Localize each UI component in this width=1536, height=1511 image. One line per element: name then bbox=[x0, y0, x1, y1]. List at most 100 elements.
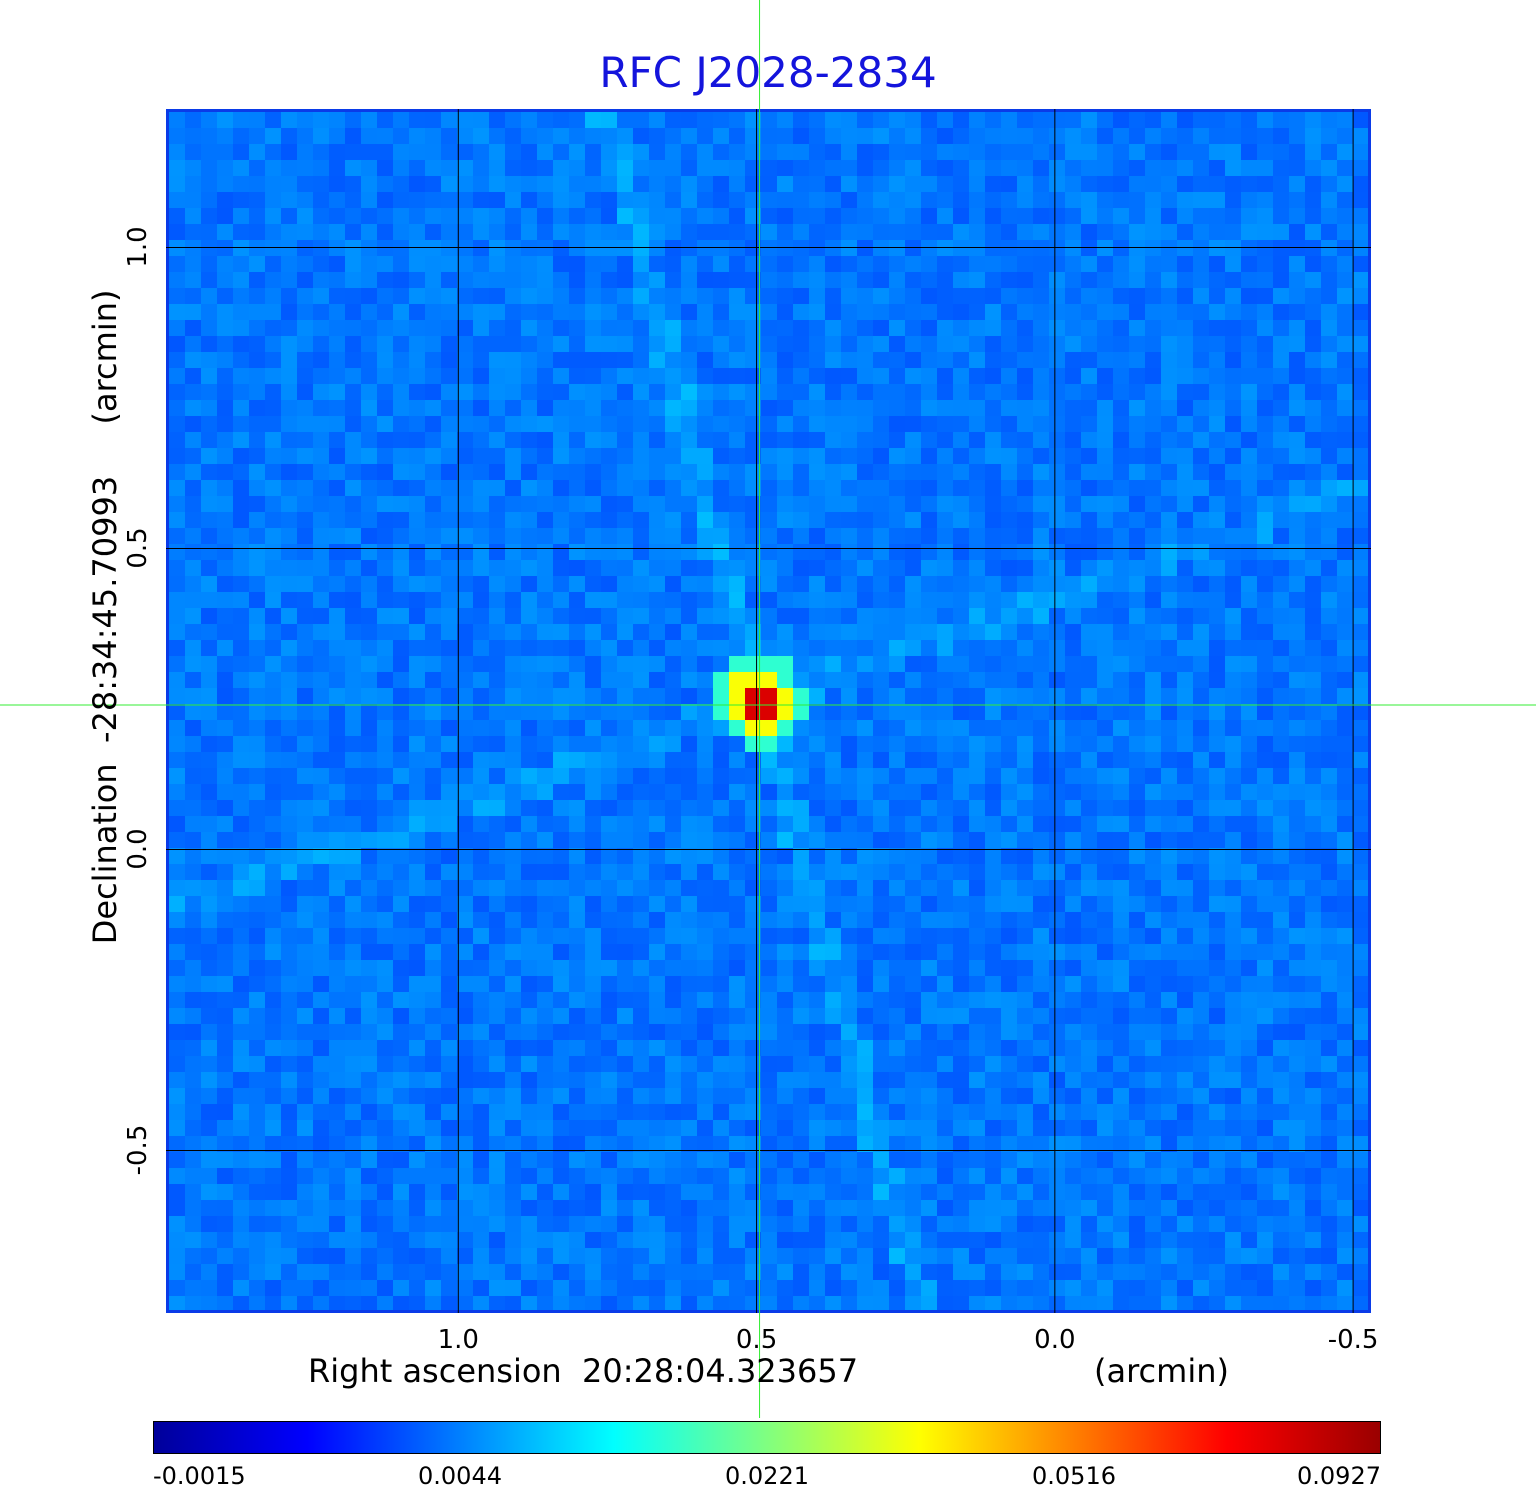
map-pixel bbox=[681, 256, 697, 272]
map-pixel bbox=[873, 256, 889, 272]
map-pixel bbox=[777, 448, 793, 464]
map-pixel bbox=[297, 944, 313, 960]
map-pixel bbox=[857, 800, 873, 816]
map-pixel bbox=[649, 736, 665, 752]
map-pixel bbox=[665, 240, 681, 256]
map-pixel bbox=[1305, 736, 1321, 752]
map-pixel bbox=[1273, 480, 1289, 496]
map-pixel bbox=[361, 528, 377, 544]
map-pixel bbox=[1353, 1056, 1368, 1072]
map-pixel bbox=[1001, 912, 1017, 928]
map-pixel bbox=[969, 944, 985, 960]
map-pixel bbox=[761, 496, 777, 512]
map-pixel bbox=[969, 1024, 985, 1040]
map-pixel bbox=[681, 368, 697, 384]
map-pixel bbox=[489, 528, 505, 544]
map-pixel bbox=[1017, 656, 1033, 672]
map-pixel bbox=[329, 1136, 345, 1152]
map-pixel bbox=[745, 880, 761, 896]
map-pixel bbox=[1337, 864, 1353, 880]
map-pixel bbox=[633, 768, 649, 784]
map-pixel bbox=[745, 528, 761, 544]
map-pixel bbox=[1305, 1136, 1321, 1152]
map-pixel bbox=[1193, 112, 1209, 128]
map-pixel bbox=[201, 304, 217, 320]
map-pixel bbox=[441, 288, 457, 304]
map-pixel bbox=[1001, 1120, 1017, 1136]
map-pixel bbox=[649, 112, 665, 128]
map-pixel bbox=[457, 352, 473, 368]
map-pixel bbox=[1177, 768, 1193, 784]
map-pixel bbox=[489, 368, 505, 384]
map-pixel bbox=[441, 544, 457, 560]
image-plot-area[interactable] bbox=[166, 109, 1371, 1313]
map-pixel bbox=[361, 592, 377, 608]
map-pixel bbox=[377, 880, 393, 896]
map-pixel bbox=[921, 864, 937, 880]
map-pixel bbox=[537, 336, 553, 352]
map-pixel bbox=[857, 704, 873, 720]
map-pixel bbox=[185, 400, 201, 416]
map-pixel bbox=[873, 608, 889, 624]
map-pixel bbox=[697, 800, 713, 816]
map-pixel bbox=[617, 576, 633, 592]
map-pixel bbox=[361, 576, 377, 592]
map-pixel bbox=[1081, 848, 1097, 864]
map-pixel bbox=[569, 1056, 585, 1072]
map-pixel bbox=[937, 384, 953, 400]
map-pixel bbox=[985, 240, 1001, 256]
map-pixel bbox=[521, 816, 537, 832]
map-pixel bbox=[793, 432, 809, 448]
map-pixel bbox=[1257, 288, 1273, 304]
map-pixel bbox=[281, 176, 297, 192]
map-pixel bbox=[1049, 928, 1065, 944]
map-pixel bbox=[473, 240, 489, 256]
map-pixel bbox=[377, 640, 393, 656]
map-pixel bbox=[473, 976, 489, 992]
map-pixel bbox=[1337, 240, 1353, 256]
map-pixel bbox=[217, 1024, 233, 1040]
map-pixel bbox=[1081, 1072, 1097, 1088]
map-pixel bbox=[457, 160, 473, 176]
map-pixel bbox=[1289, 208, 1305, 224]
map-pixel bbox=[985, 1072, 1001, 1088]
map-pixel bbox=[841, 768, 857, 784]
map-pixel bbox=[873, 736, 889, 752]
map-pixel bbox=[313, 624, 329, 640]
map-pixel bbox=[1017, 352, 1033, 368]
map-pixel bbox=[569, 704, 585, 720]
map-pixel bbox=[1097, 1056, 1113, 1072]
map-pixel bbox=[985, 672, 1001, 688]
map-pixel bbox=[1033, 800, 1049, 816]
map-pixel bbox=[1113, 1056, 1129, 1072]
map-pixel bbox=[617, 736, 633, 752]
map-pixel bbox=[857, 992, 873, 1008]
map-pixel bbox=[1129, 896, 1145, 912]
map-pixel bbox=[1321, 1056, 1337, 1072]
map-pixel bbox=[985, 640, 1001, 656]
map-pixel bbox=[233, 672, 249, 688]
map-pixel bbox=[1273, 368, 1289, 384]
map-pixel bbox=[649, 960, 665, 976]
map-pixel bbox=[1289, 992, 1305, 1008]
map-pixel bbox=[329, 656, 345, 672]
map-pixel bbox=[809, 352, 825, 368]
map-pixel bbox=[1097, 384, 1113, 400]
map-pixel bbox=[537, 576, 553, 592]
map-pixel bbox=[1113, 928, 1129, 944]
map-pixel bbox=[1065, 336, 1081, 352]
map-pixel bbox=[1161, 400, 1177, 416]
map-pixel bbox=[489, 768, 505, 784]
map-pixel bbox=[201, 1024, 217, 1040]
map-pixel bbox=[889, 688, 905, 704]
map-pixel bbox=[233, 928, 249, 944]
map-pixel bbox=[1081, 1008, 1097, 1024]
map-pixel bbox=[697, 1136, 713, 1152]
map-pixel bbox=[1337, 192, 1353, 208]
map-pixel bbox=[249, 848, 265, 864]
map-pixel bbox=[249, 464, 265, 480]
map-pixel bbox=[1097, 272, 1113, 288]
map-pixel bbox=[681, 832, 697, 848]
map-pixel bbox=[1193, 928, 1209, 944]
map-pixel bbox=[361, 224, 377, 240]
